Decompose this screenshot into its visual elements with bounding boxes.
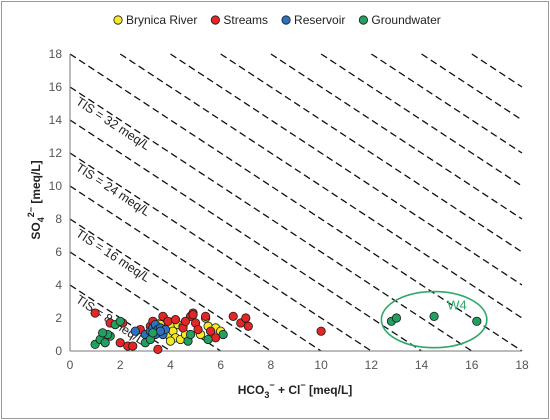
tis-lines — [69, 53, 523, 352]
series-streams — [90, 308, 326, 354]
tis-label-24: TIS = 24 meq/L — [73, 160, 152, 219]
y-tick-label: 0 — [55, 344, 62, 358]
y-tick-label: 18 — [49, 47, 63, 61]
data-points — [90, 308, 482, 354]
point-groundwater — [218, 329, 228, 340]
point-streams — [243, 321, 253, 331]
x-tick-label: 4 — [167, 358, 174, 372]
point-streams — [163, 316, 173, 326]
w4-label: W4 — [447, 298, 467, 313]
y-tick-label: 4 — [55, 278, 62, 292]
tis-line-22 — [170, 53, 523, 286]
y-tick-label: 14 — [49, 113, 63, 127]
y-axis-title: SO42− [meq/L] — [26, 160, 46, 239]
x-tick-label: 16 — [465, 358, 479, 372]
axes — [69, 54, 522, 352]
tis-line-10 — [69, 185, 322, 352]
tis-line-34 — [471, 53, 523, 88]
point-streams — [241, 313, 251, 323]
tis-line-12 — [69, 152, 372, 352]
tis-label-32: TIS = 32 meq/L — [73, 94, 152, 153]
y-tick-label: 16 — [49, 80, 63, 94]
legend-label: Streams — [223, 13, 268, 27]
point-streams — [188, 310, 198, 320]
tis-line-8 — [69, 218, 272, 352]
legend-label: Groundwater — [371, 13, 440, 27]
point-groundwater — [203, 334, 213, 345]
axis-titles: HCO3− + Cl− [meq/L] SO42− [meq/L] — [26, 160, 352, 400]
legend-item-reservoir: Reservoir — [281, 13, 345, 27]
point-groundwater — [391, 313, 402, 323]
point-streams — [115, 338, 125, 348]
tis-line-32 — [421, 53, 523, 121]
tis-line-26 — [270, 53, 523, 220]
point-brynica-river — [165, 336, 176, 346]
point-streams — [316, 326, 326, 336]
tis-line-18 — [69, 53, 523, 352]
x-tick-label: 6 — [217, 358, 224, 372]
legend: Brynica River Streams Reservoir Groundwater — [113, 13, 441, 27]
point-groundwater — [472, 316, 482, 326]
point-groundwater — [115, 316, 125, 326]
legend-item-groundwater: Groundwater — [358, 13, 441, 27]
legend-label: Brynica River — [126, 13, 197, 27]
point-streams — [228, 311, 238, 321]
legend-marker — [281, 15, 291, 25]
y-tick-label: 2 — [55, 311, 62, 325]
annotation: W4 — [380, 290, 488, 349]
point-streams — [153, 344, 163, 354]
point-groundwater — [148, 328, 158, 338]
y-tick-labels: 0 2 4 6 8 10 12 14 16 18 — [49, 47, 63, 358]
y-tick-label: 6 — [55, 245, 62, 259]
tis-line-14 — [69, 119, 422, 352]
legend-item-streams: Streams — [210, 13, 268, 27]
y-tick-label: 10 — [49, 179, 63, 193]
point-streams — [90, 308, 100, 318]
tis-line-28 — [320, 53, 523, 187]
point-reservoir — [155, 326, 165, 336]
tis-label-16: TIS = 16 meq/L — [73, 226, 152, 285]
y-tick-label: 8 — [55, 212, 62, 226]
point-streams — [201, 311, 211, 321]
x-tick-label: 18 — [515, 358, 529, 372]
point-reservoir — [130, 326, 140, 336]
y-tick-label: 12 — [49, 146, 63, 160]
legend-label: Reservoir — [294, 13, 345, 27]
point-groundwater — [185, 329, 196, 340]
legend-marker — [210, 15, 220, 25]
legend-marker — [358, 15, 369, 25]
tis-line-16 — [69, 86, 473, 352]
point-streams — [180, 316, 191, 326]
x-axis-title: HCO3− + Cl− [meq/L] — [238, 380, 353, 400]
point-streams — [211, 333, 221, 343]
tis-line-24 — [220, 53, 523, 253]
legend-marker — [113, 15, 123, 25]
tis-line-20 — [119, 53, 523, 319]
x-tick-labels: 0 2 4 6 8 10 12 14 16 18 — [67, 358, 529, 372]
tis-line-30 — [370, 53, 523, 154]
x-tick-label: 14 — [415, 358, 429, 372]
tis-line-6 — [69, 251, 222, 352]
x-tick-label: 0 — [67, 358, 74, 372]
point-streams — [128, 341, 138, 351]
w4-ellipse — [380, 290, 488, 349]
x-tick-label: 12 — [365, 358, 379, 372]
point-groundwater — [98, 328, 108, 338]
point-streams — [170, 315, 181, 325]
legend-item-brynica-river: Brynica River — [113, 13, 197, 27]
point-groundwater — [100, 338, 110, 348]
point-groundwater — [429, 311, 439, 321]
point-streams — [193, 324, 203, 335]
series-groundwater — [90, 311, 482, 349]
x-tick-label: 10 — [314, 358, 328, 372]
x-tick-label: 2 — [117, 358, 124, 372]
x-tick-label: 8 — [268, 358, 275, 372]
point-streams — [206, 326, 216, 336]
